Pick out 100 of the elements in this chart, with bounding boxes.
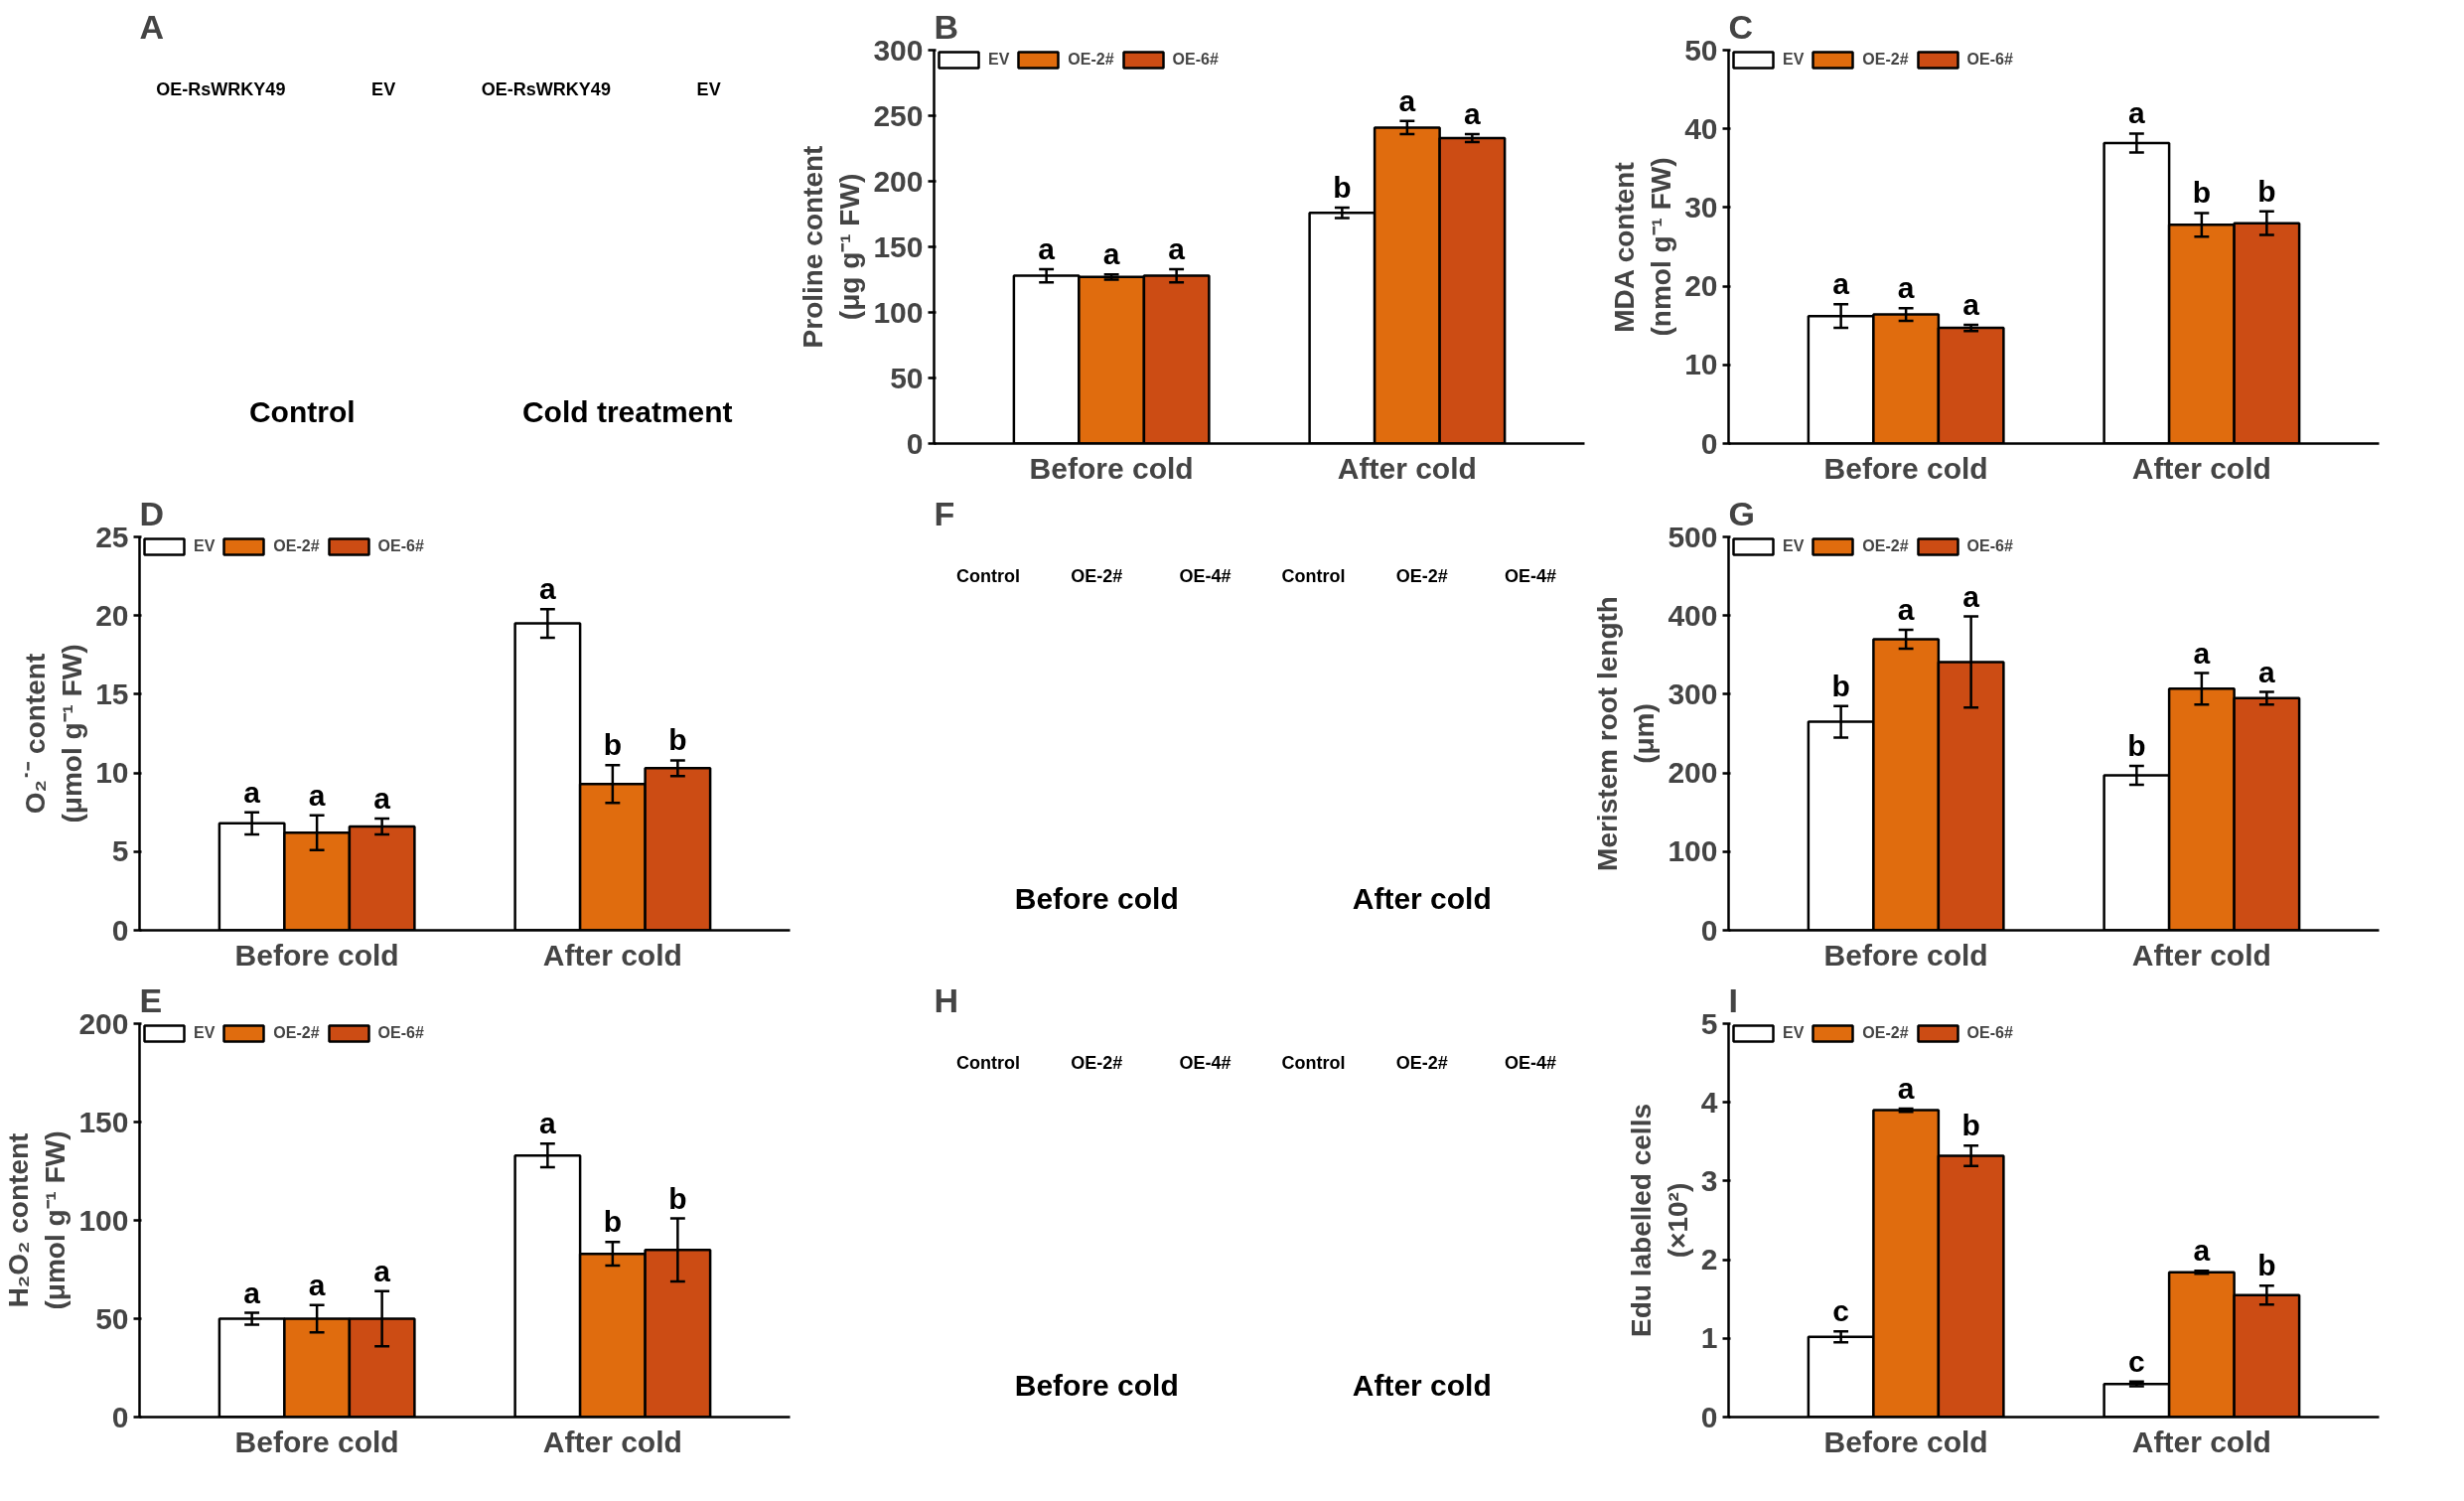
data-label: b	[668, 723, 687, 757]
text: OE-2#	[1395, 1053, 1448, 1074]
legend-label: EV	[1783, 51, 1805, 69]
x-tick-label: After cold	[542, 1425, 682, 1458]
data-label: c	[2128, 1344, 2145, 1378]
data-label: a	[539, 1107, 557, 1140]
data-label: a	[1168, 231, 1186, 265]
data-label: b	[603, 1205, 623, 1239]
data-label: a	[308, 778, 326, 812]
data-label: b	[603, 728, 623, 762]
text: Control	[956, 566, 1021, 587]
data-label: a	[373, 782, 391, 816]
y-tick-label: 100	[1667, 834, 1718, 868]
y-axis-title: Meristem root length (μm)	[1592, 596, 1661, 871]
y-tick-label: 0	[1700, 426, 1718, 460]
y-axis-title: Edu labelled cells (×10²)	[1625, 1104, 1693, 1337]
x-tick-label: Before cold	[234, 1425, 399, 1458]
text: OE-RsWRKY49	[156, 79, 286, 100]
y-tick-label: 20	[1684, 269, 1718, 303]
data-label: a	[1962, 287, 1980, 321]
legend-label: OE-2#	[273, 537, 320, 555]
y-tick-label: 100	[873, 295, 924, 329]
x-tick-label: After cold	[2131, 938, 2271, 972]
text: EV	[371, 79, 396, 100]
data-label: a	[1102, 237, 1120, 271]
data-label: a	[539, 572, 557, 606]
data-label: a	[373, 1254, 391, 1287]
legend-label: EV	[1783, 537, 1805, 555]
text: Cold treatment	[521, 395, 733, 429]
y-tick-label: 4	[1700, 1085, 1718, 1119]
y-tick-label: 5	[1700, 1006, 1718, 1040]
data-label: b	[2192, 176, 2212, 210]
legend-label: OE-2#	[1862, 537, 1909, 555]
data-label: b	[1333, 170, 1352, 204]
x-tick-label: After cold	[2131, 1425, 2271, 1458]
y-axis-title: Proline content (μg g⁻¹ FW)	[797, 145, 866, 349]
legend-label: EV	[988, 51, 1010, 69]
legend-label: OE-6#	[377, 537, 424, 555]
chart-title: I	[1728, 980, 1738, 1019]
chart-title: C	[1728, 7, 1754, 46]
y-axis-title: H₂O₂ content (μmol g⁻¹ FW)	[3, 1130, 72, 1310]
text: After cold	[1352, 882, 1492, 916]
text: EV	[696, 79, 721, 100]
data-label: b	[1961, 1109, 1980, 1142]
y-tick-label: 0	[111, 913, 129, 947]
y-tick-label: 15	[95, 676, 129, 710]
text: H	[934, 980, 959, 1019]
y-tick-label: 0	[906, 426, 924, 460]
y-tick-label: 200	[78, 1006, 129, 1040]
y-tick-label: 150	[873, 229, 924, 263]
data-label: a	[1962, 579, 1980, 613]
y-tick-label: 5	[111, 834, 129, 868]
y-tick-label: 50	[890, 361, 924, 394]
text: Control	[248, 395, 356, 429]
data-label: b	[668, 1181, 687, 1215]
text: OE-4#	[1179, 1053, 1232, 1074]
legend-label: OE-6#	[1172, 51, 1219, 69]
y-tick-label: 10	[1684, 348, 1718, 381]
y-tick-label: 300	[1667, 676, 1718, 710]
chart-title: B	[934, 7, 959, 46]
x-tick-label: Before cold	[234, 938, 399, 972]
text: OE-2#	[1071, 566, 1123, 587]
data-label: a	[1038, 231, 1056, 265]
x-tick-label: Before cold	[1823, 451, 1988, 485]
y-tick-label: 20	[95, 598, 129, 632]
y-tick-label: 50	[1684, 33, 1718, 67]
y-tick-label: 500	[1667, 520, 1718, 553]
y-tick-label: 50	[95, 1301, 129, 1335]
legend-label: OE-6#	[1966, 1024, 2013, 1042]
legend-label: EV	[194, 537, 216, 555]
data-label: a	[1464, 97, 1482, 131]
y-tick-label: 250	[873, 98, 924, 132]
legend-label: OE-2#	[1862, 1024, 1909, 1042]
data-label: a	[2128, 96, 2146, 130]
legend-label: OE-6#	[377, 1024, 424, 1042]
data-label: a	[308, 1268, 326, 1301]
y-tick-label: 0	[111, 1400, 129, 1433]
y-axis-title: O₂˙⁻ content (μmol g⁻¹ FW)	[19, 644, 88, 824]
y-tick-label: 0	[1700, 913, 1718, 947]
y-tick-label: 1	[1700, 1321, 1718, 1355]
data-label: b	[1831, 669, 1850, 702]
y-tick-label: 300	[873, 33, 924, 67]
y-tick-label: 2	[1700, 1243, 1718, 1276]
y-tick-label: 400	[1667, 598, 1718, 632]
chart-title: G	[1728, 494, 1755, 532]
text: OE-4#	[1179, 566, 1232, 587]
y-axis-title: MDA content (nmol g⁻¹ FW)	[1608, 157, 1677, 337]
text: A	[139, 7, 165, 46]
text: OE-4#	[1504, 1053, 1556, 1074]
legend-label: OE-2#	[1862, 51, 1909, 69]
y-tick-label: 3	[1700, 1163, 1718, 1197]
data-label: b	[2257, 174, 2276, 208]
x-tick-label: After cold	[542, 938, 682, 972]
x-tick-label: After cold	[1337, 451, 1477, 485]
text: Control	[1281, 1053, 1346, 1074]
y-tick-label: 150	[78, 1105, 129, 1138]
y-tick-label: 200	[873, 164, 924, 198]
text: Control	[1281, 566, 1346, 587]
data-label: a	[1398, 83, 1416, 117]
legend-label: OE-6#	[1966, 537, 2013, 555]
